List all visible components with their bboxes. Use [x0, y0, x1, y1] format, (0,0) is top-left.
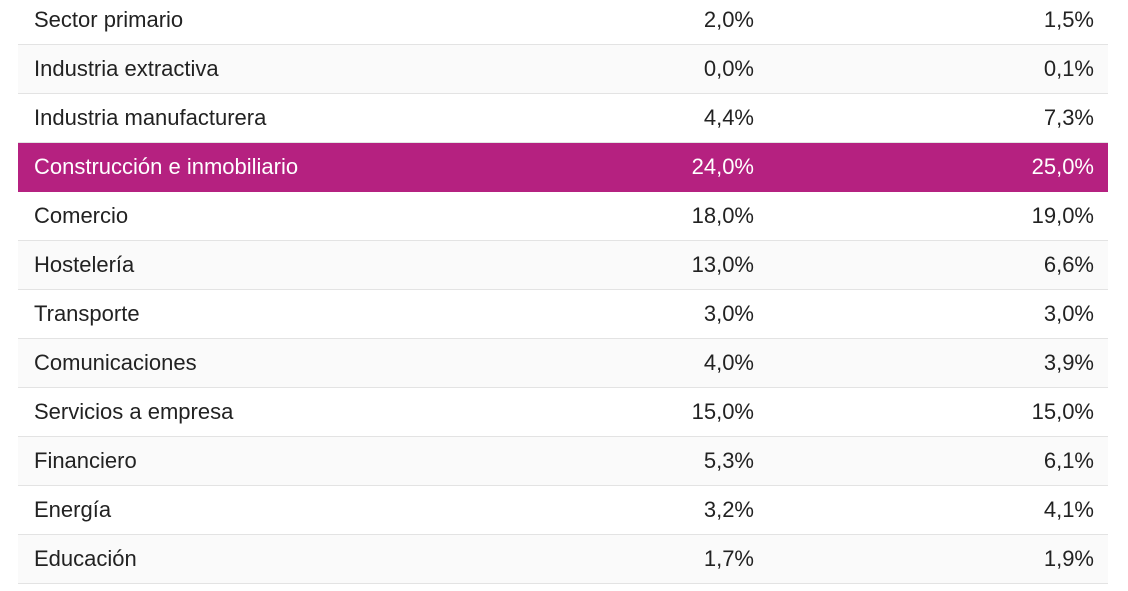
- cell-value: 3,0%: [703, 301, 754, 326]
- cell-value: 0,0%: [703, 56, 754, 81]
- cell-value: 1,7%: [703, 546, 754, 571]
- cell-value: 3,0%: [1043, 301, 1094, 326]
- row-label: Industria manufacturera: [34, 105, 267, 130]
- row-label: Servicios a empresa: [34, 399, 234, 424]
- cell-value: 6,1%: [1043, 448, 1094, 473]
- row-label: Educación: [34, 546, 137, 571]
- cell-value: 7,3%: [1043, 105, 1094, 130]
- cell-value: 15,0%: [691, 399, 754, 424]
- cell-value: 13,0%: [691, 252, 754, 277]
- table-row: Financiero 5,3% 6,1%: [18, 437, 1108, 486]
- row-label: Comunicaciones: [34, 350, 197, 375]
- cell-value: 1,5%: [1043, 7, 1094, 32]
- table-row: Comunicaciones 4,0% 3,9%: [18, 339, 1108, 388]
- cell-value: 2,0%: [703, 7, 754, 32]
- table-row: Industria manufacturera 4,4% 7,3%: [18, 94, 1108, 143]
- row-label: Energía: [34, 497, 112, 522]
- cell-value: 25,0%: [1031, 154, 1094, 179]
- row-label: Construcción e inmobiliario: [34, 154, 299, 179]
- cell-value: 4,1%: [1043, 497, 1094, 522]
- table-row: Transporte 3,0% 3,0%: [18, 290, 1108, 339]
- cell-value: 5,3%: [703, 448, 754, 473]
- cell-value: 24,0%: [691, 154, 754, 179]
- table-row: Sector primario 2,0% 1,5%: [18, 0, 1108, 45]
- row-label: Sector primario: [34, 7, 184, 32]
- cell-value: 3,9%: [1043, 350, 1094, 375]
- table-row: Industria extractiva 0,0% 0,1%: [18, 45, 1108, 94]
- cell-value: 18,0%: [691, 203, 754, 228]
- row-label: Transporte: [34, 301, 140, 326]
- cell-value: 3,2%: [703, 497, 754, 522]
- cell-value: 19,0%: [1031, 203, 1094, 228]
- row-label: Hostelería: [34, 252, 135, 277]
- cell-value: 1,9%: [1043, 546, 1094, 571]
- cell-value: 15,0%: [1031, 399, 1094, 424]
- cell-value: 6,6%: [1043, 252, 1094, 277]
- row-label: Industria extractiva: [34, 56, 219, 81]
- row-label: Financiero: [34, 448, 137, 473]
- table-row: Educación 1,7% 1,9%: [18, 535, 1108, 584]
- row-label: Comercio: [34, 203, 129, 228]
- table-row: Construcción e inmobiliario 24,0% 25,0%: [18, 143, 1108, 192]
- table-row: Hostelería 13,0% 6,6%: [18, 241, 1108, 290]
- cell-value: 0,1%: [1043, 56, 1094, 81]
- table-row: Comercio 18,0% 19,0%: [18, 192, 1108, 241]
- table: Sector primario 2,0% 1,5% Industria extract…: [18, 0, 1108, 584]
- table-row: Servicios a empresa 15,0% 15,0%: [18, 388, 1108, 437]
- cell-value: 4,0%: [703, 350, 754, 375]
- cell-value: 4,4%: [703, 105, 754, 130]
- table-row: Energía 3,2% 4,1%: [18, 486, 1108, 535]
